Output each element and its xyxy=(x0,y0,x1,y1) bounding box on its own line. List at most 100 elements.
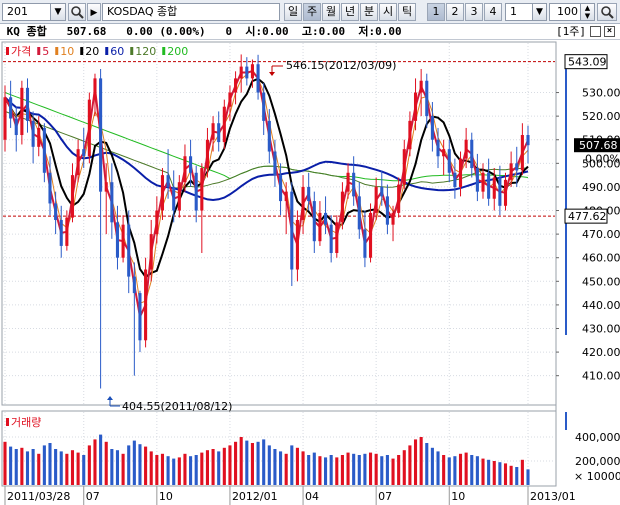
candle[interactable] xyxy=(65,210,69,251)
volume-bar[interactable] xyxy=(267,445,271,485)
volume-bar[interactable] xyxy=(503,463,508,485)
candle[interactable] xyxy=(402,139,406,190)
candle[interactable] xyxy=(357,182,361,239)
candle[interactable] xyxy=(59,205,63,258)
candle[interactable] xyxy=(368,203,373,263)
volume-bar[interactable] xyxy=(301,451,305,485)
volume-bar[interactable] xyxy=(526,469,530,485)
candle[interactable] xyxy=(340,182,344,230)
volume-bar[interactable] xyxy=(492,461,496,485)
candle[interactable] xyxy=(279,163,283,216)
volume-bar[interactable] xyxy=(121,453,125,485)
volume-bar[interactable] xyxy=(312,452,316,485)
volume-bar[interactable] xyxy=(217,451,221,485)
candle[interactable] xyxy=(447,139,451,183)
candle[interactable] xyxy=(335,215,339,258)
candle[interactable] xyxy=(526,125,530,164)
volume-bar[interactable] xyxy=(515,467,519,485)
volume-bar[interactable] xyxy=(65,453,69,485)
volume-bar[interactable] xyxy=(183,453,187,485)
volume-bar[interactable] xyxy=(132,440,136,485)
volume-bar[interactable] xyxy=(250,443,254,485)
volume-bar[interactable] xyxy=(48,443,52,485)
candle[interactable] xyxy=(54,191,58,235)
candle[interactable] xyxy=(76,139,80,183)
candle[interactable] xyxy=(127,210,131,294)
candle[interactable] xyxy=(301,175,305,235)
volume-bar[interactable] xyxy=(436,451,440,485)
layout-button-3[interactable]: 3 xyxy=(465,3,483,21)
candle[interactable] xyxy=(110,163,114,239)
volume-bar[interactable] xyxy=(256,441,260,485)
candle[interactable] xyxy=(312,191,316,253)
volume-bar[interactable] xyxy=(413,439,418,485)
period-button-4[interactable]: 분 xyxy=(360,3,378,21)
candle[interactable] xyxy=(25,78,30,133)
volume-bar[interactable] xyxy=(205,450,209,485)
volume-bar[interactable] xyxy=(402,450,406,485)
close-window-icon[interactable]: × xyxy=(604,26,615,37)
volume-bar[interactable] xyxy=(211,449,215,485)
candle[interactable] xyxy=(374,177,378,220)
candle[interactable] xyxy=(487,158,491,206)
candle[interactable] xyxy=(397,177,401,218)
candle[interactable] xyxy=(363,210,367,268)
volume-bar[interactable] xyxy=(104,441,108,485)
candle[interactable] xyxy=(408,111,412,157)
volume-bar[interactable] xyxy=(273,449,277,485)
volume-bar[interactable] xyxy=(155,455,159,485)
volume-bar[interactable] xyxy=(54,449,58,485)
candle[interactable] xyxy=(144,257,148,348)
volume-bar[interactable] xyxy=(82,455,86,485)
volume-bar[interactable] xyxy=(391,458,395,485)
volume-bar[interactable] xyxy=(352,453,356,485)
candle[interactable] xyxy=(481,163,485,199)
volume-bar[interactable] xyxy=(149,451,153,485)
candle[interactable] xyxy=(166,149,170,199)
candle[interactable] xyxy=(104,163,108,235)
restore-window-icon[interactable] xyxy=(590,26,601,37)
stock-name-field[interactable]: KOSDAQ 종합 xyxy=(102,3,280,21)
candle[interactable] xyxy=(509,151,513,187)
candle[interactable] xyxy=(470,132,474,178)
candle[interactable] xyxy=(138,290,142,353)
candle[interactable] xyxy=(87,92,91,164)
volume-bar[interactable] xyxy=(42,445,46,485)
volume-bar[interactable] xyxy=(37,453,41,485)
candle[interactable] xyxy=(498,165,502,216)
period-button-5[interactable]: 시 xyxy=(379,3,397,21)
volume-bar[interactable] xyxy=(110,449,114,485)
volume-bar[interactable] xyxy=(99,434,103,485)
volume-bar[interactable] xyxy=(397,455,401,485)
candle[interactable] xyxy=(245,57,249,86)
volume-bar[interactable] xyxy=(144,446,148,485)
candle[interactable] xyxy=(82,127,86,169)
candle[interactable] xyxy=(115,205,120,270)
period-button-0[interactable]: 일 xyxy=(284,3,302,21)
candle[interactable] xyxy=(307,172,311,211)
volume-bar[interactable] xyxy=(87,445,91,485)
candle[interactable] xyxy=(464,127,468,169)
candle[interactable] xyxy=(20,80,24,145)
candle[interactable] xyxy=(413,78,418,131)
candle[interactable] xyxy=(391,205,395,242)
candle[interactable] xyxy=(419,68,423,117)
candle[interactable] xyxy=(453,158,457,199)
stock-chart[interactable]: 410.00 420.00 430.00 440.00 450.00 460.00 470.… xyxy=(0,40,620,505)
volume-bar[interactable] xyxy=(3,441,7,485)
candle[interactable] xyxy=(380,170,384,206)
candle[interactable] xyxy=(250,59,254,88)
candle[interactable] xyxy=(273,139,277,187)
volume-bar[interactable] xyxy=(295,447,299,485)
candle[interactable] xyxy=(211,116,215,152)
candle[interactable] xyxy=(160,168,165,220)
volume-bar[interactable] xyxy=(279,451,283,485)
candle[interactable] xyxy=(14,106,18,152)
period-button-1[interactable]: 주 xyxy=(303,3,321,21)
candle[interactable] xyxy=(256,54,260,100)
volume-bar[interactable] xyxy=(425,443,429,485)
volume-bar[interactable] xyxy=(93,439,97,485)
volume-bar[interactable] xyxy=(374,453,378,485)
candle[interactable] xyxy=(520,123,524,176)
volume-bar[interactable] xyxy=(509,465,513,485)
